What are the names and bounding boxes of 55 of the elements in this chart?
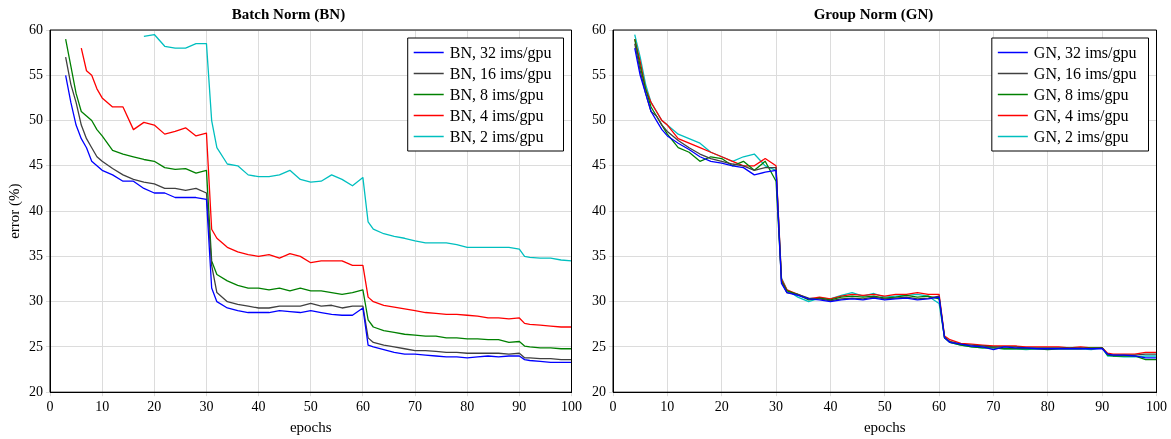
- legend-label: BN, 16 ims/gpu: [449, 64, 552, 83]
- x-tick-label: 0: [609, 399, 617, 415]
- y-tick-label: 40: [29, 202, 43, 218]
- legend-label: GN, 4 ims/gpu: [1033, 106, 1129, 125]
- x-axis-title: epochs: [289, 418, 332, 435]
- chart-title: Batch Norm (BN): [231, 5, 346, 23]
- x-tick-label: 100: [1146, 399, 1167, 415]
- legend-label: BN, 2 ims/gpu: [449, 127, 544, 146]
- y-tick-label: 60: [592, 21, 606, 37]
- y-tick-label: 30: [592, 293, 606, 309]
- x-tick-label: 100: [561, 399, 582, 415]
- legend-label: BN, 8 ims/gpu: [449, 85, 544, 104]
- x-tick-label: 80: [460, 399, 475, 415]
- y-tick-label: 25: [29, 338, 43, 354]
- y-tick-label: 55: [592, 66, 606, 82]
- x-tick-label: 20: [147, 399, 162, 415]
- x-tick-label: 10: [95, 399, 110, 415]
- y-tick-label: 50: [29, 112, 43, 128]
- x-tick-label: 30: [769, 399, 784, 415]
- y-tick-label: 35: [592, 248, 606, 264]
- x-tick-label: 70: [408, 399, 423, 415]
- y-tick-label: 55: [29, 66, 43, 82]
- x-axis-title: epochs: [863, 418, 906, 435]
- x-tick-label: 20: [714, 399, 729, 415]
- legend-label: BN, 4 ims/gpu: [449, 106, 544, 125]
- x-tick-label: 60: [932, 399, 947, 415]
- legend-label: GN, 8 ims/gpu: [1033, 85, 1129, 104]
- legend-label: GN, 32 ims/gpu: [1033, 43, 1137, 62]
- x-tick-label: 50: [303, 399, 318, 415]
- x-tick-label: 80: [1040, 399, 1055, 415]
- x-tick-label: 90: [1095, 399, 1110, 415]
- y-tick-label: 20: [29, 383, 43, 399]
- y-tick-label: 30: [29, 293, 43, 309]
- y-tick-label: 20: [592, 383, 606, 399]
- chart-title: Group Norm (GN): [813, 5, 934, 23]
- y-tick-label: 60: [29, 21, 43, 37]
- x-tick-label: 70: [986, 399, 1001, 415]
- y-tick-label: 50: [592, 112, 606, 128]
- x-tick-label: 30: [199, 399, 214, 415]
- x-tick-label: 90: [512, 399, 527, 415]
- legend-label: GN, 16 ims/gpu: [1033, 64, 1137, 83]
- x-tick-label: 0: [46, 399, 54, 415]
- y-tick-label: 35: [29, 248, 43, 264]
- x-tick-label: 40: [251, 399, 266, 415]
- y-tick-label: 45: [29, 157, 43, 173]
- x-tick-label: 10: [660, 399, 675, 415]
- y-axis-title: error (%): [5, 183, 23, 239]
- x-tick-label: 40: [823, 399, 838, 415]
- x-tick-label: 60: [355, 399, 370, 415]
- x-tick-label: 50: [877, 399, 892, 415]
- y-tick-label: 40: [592, 202, 606, 218]
- legend-label: BN, 32 ims/gpu: [449, 43, 552, 62]
- legend-label: GN, 2 ims/gpu: [1033, 127, 1129, 146]
- y-tick-label: 25: [592, 338, 606, 354]
- y-tick-label: 45: [592, 157, 606, 173]
